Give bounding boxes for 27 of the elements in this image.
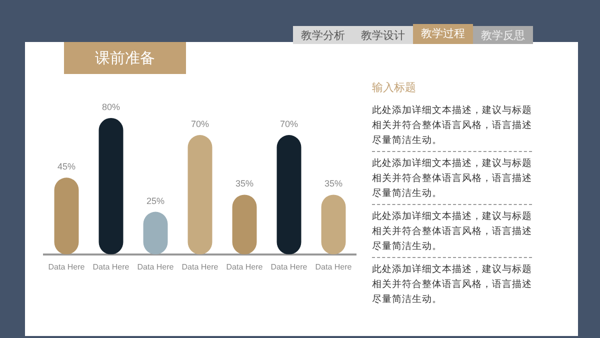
data-label: 80%: [102, 102, 120, 112]
x-tick-label: Data Here: [48, 262, 86, 272]
data-label: 35%: [235, 178, 254, 189]
x-tick-label: Data Here: [226, 262, 264, 272]
data-label: 35%: [324, 178, 343, 189]
data-label: 70%: [190, 119, 210, 130]
data-label: 70%: [280, 119, 298, 130]
text: 教学分析: [293, 26, 353, 44]
x-tick-label: Data Here: [92, 262, 130, 272]
text: 此处添加详细文本描述，建议与标题相关并符合整体语言风格，语言描述尽量简洁生动。: [372, 156, 532, 205]
text: 此处添加详细文本描述，建议与标题相关并符合整体语言风格，语言描述尽量简洁生动。: [372, 209, 532, 258]
x-tick-label: Data Here: [270, 262, 308, 272]
data-label: 45%: [57, 162, 76, 172]
text: 此处添加详细文本描述，建议与标题相关并符合整体语言风格，语言描述尽量简洁生动。: [372, 263, 532, 307]
text: 此处添加详细文本描述，建议与标题相关并符合整体语言风格，语言描述尽量简洁生动。: [372, 103, 532, 152]
bar: [276, 135, 302, 254]
x-tick-label: Data Here: [182, 262, 219, 272]
text: 教学过程: [413, 24, 473, 44]
data-label: 25%: [146, 196, 165, 206]
x-tick-label: Data Here: [137, 262, 174, 272]
text: 输入标题: [372, 80, 417, 95]
bar: [98, 118, 124, 254]
text: 教学反思: [473, 26, 533, 44]
chart-title: 课前准备: [64, 42, 186, 74]
text: 教学设计: [353, 26, 413, 44]
x-tick-label: Data Here: [315, 262, 352, 272]
bar: [188, 135, 212, 254]
